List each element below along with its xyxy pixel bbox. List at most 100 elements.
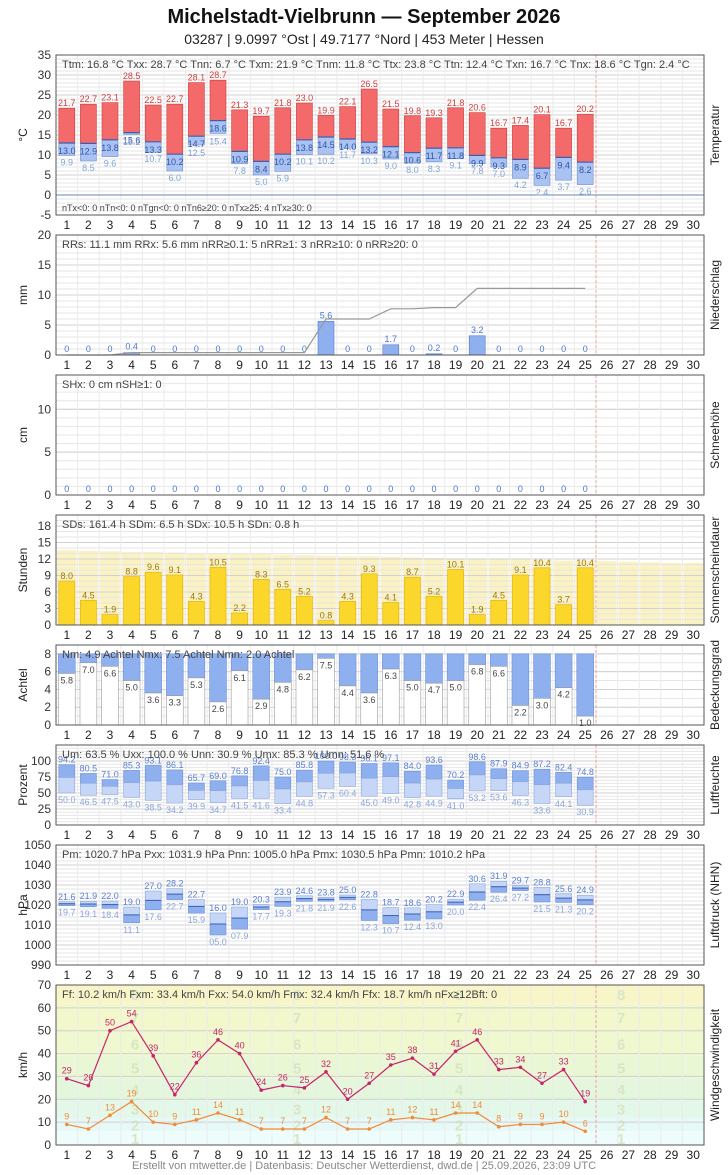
x-tick-label: 6	[171, 1148, 178, 1162]
y-tick-label: 15	[38, 258, 52, 272]
gust-point	[518, 1065, 523, 1070]
x-tick-label: 7	[193, 828, 200, 842]
x-tick-label: 7	[193, 218, 200, 232]
tmax-bar	[339, 106, 356, 140]
cloud-bar	[317, 653, 335, 659]
y-tick-label: 4	[44, 682, 51, 696]
gust-point	[453, 1049, 458, 1054]
rain-label: 0	[496, 344, 501, 354]
y-tick-label: 70	[38, 978, 52, 992]
mean-wind-point	[475, 1111, 480, 1115]
tmean-label: 13.8	[101, 143, 119, 153]
stats-text: Ttm: 16.8 °C Txx: 28.7 °C Tnn: 6.7 °C Tx…	[62, 59, 690, 71]
x-tick-label: 24	[557, 498, 571, 512]
x-tick-label: 8	[215, 968, 222, 982]
x-tick-label: 24	[557, 1148, 571, 1162]
press-max-label: 29.7	[512, 876, 530, 886]
x-tick-label: 20	[471, 728, 485, 742]
possible-sun-bar	[661, 562, 682, 625]
x-tick-label: 20	[471, 828, 485, 842]
tmin-label: 8.5	[82, 163, 95, 173]
mean-wind-point	[302, 1127, 307, 1131]
x-tick-label: 20	[471, 968, 485, 982]
press-min-label: 05.0	[209, 937, 227, 947]
x-tick-label: 24	[557, 218, 571, 232]
x-tick-label: 6	[171, 358, 178, 372]
x-tick-label: 12	[298, 1148, 312, 1162]
x-tick-label: 1	[63, 628, 70, 642]
x-tick-label: 6	[171, 218, 178, 232]
humid-upper-bar	[296, 769, 313, 783]
humid-max-label: 87.2	[533, 759, 551, 769]
humid-upper-bar	[447, 779, 464, 789]
tmin-label: 7.0	[493, 169, 506, 179]
mean-wind-point	[259, 1127, 264, 1131]
x-tick-label: 12	[298, 498, 312, 512]
x-tick-label: 25	[579, 828, 593, 842]
x-tick-label: 15	[363, 828, 377, 842]
tmax-label: 23.0	[296, 93, 314, 103]
y-tick-label: 0	[44, 488, 51, 502]
humid-lower-bar	[360, 777, 378, 797]
press-lower-bar	[188, 906, 205, 914]
x-tick-label: 22	[514, 828, 528, 842]
x-tick-label: 14	[341, 628, 355, 642]
press-upper-bar	[144, 890, 162, 901]
snow-label: 0	[323, 484, 328, 494]
press-max-label: 20.3	[252, 894, 270, 904]
mean-wind-label: 9	[518, 1111, 523, 1121]
x-tick-label: 13	[319, 968, 333, 982]
tmax-label: 23.1	[101, 93, 119, 103]
press-upper-bar	[101, 900, 119, 905]
x-tick-label: 15	[363, 358, 377, 372]
x-tick-label: 20	[471, 1148, 485, 1162]
y-tick-label: 35	[38, 48, 52, 62]
y-tick-label: 25	[38, 88, 52, 102]
tmean-label: 10.2	[166, 157, 184, 167]
y-tick-label: 10	[38, 1115, 52, 1129]
plot-frame-press	[55, 844, 705, 966]
gust-point	[259, 1088, 264, 1092]
tmax-label: 21.3	[231, 100, 249, 110]
press-upper-bar	[555, 893, 572, 899]
x-tick-label: 19	[449, 358, 463, 372]
plot-frame-snow	[55, 374, 705, 496]
sun-label: 9.3	[363, 564, 376, 574]
y-axis-label: °C	[16, 128, 30, 142]
x-tick-label: 21	[492, 968, 506, 982]
mean-wind-point	[194, 1118, 199, 1122]
mean-wind-point	[583, 1129, 587, 1134]
tmax-label: 21.8	[274, 98, 292, 108]
humid-max-label: 97.1	[382, 753, 400, 763]
rain-label: 0	[151, 344, 156, 354]
press-lower-bar	[490, 886, 508, 893]
sun-label: 1.9	[471, 605, 484, 615]
mean-wind-label: 12	[321, 1105, 331, 1115]
snow-label: 0	[129, 484, 134, 494]
tmin-label: 8.0	[406, 165, 419, 175]
humid-max-label: 96.1	[360, 753, 378, 763]
rain-label: 0	[583, 344, 588, 354]
mean-wind-label: 7	[367, 1116, 372, 1126]
press-max-label: 23.8	[317, 887, 335, 897]
x-tick-label: 3	[107, 968, 114, 982]
rain-label: 0	[172, 344, 177, 354]
sun-label: 8.7	[406, 567, 419, 577]
y-axis-label: Achtel	[16, 668, 30, 701]
press-max-label: 19.0	[123, 897, 141, 907]
press-lower-bar	[274, 901, 292, 907]
x-tick-label: 30	[687, 628, 701, 642]
sun-bar	[101, 614, 119, 626]
tmean-label: 11.7	[426, 151, 443, 161]
stats-text: Nm: 4.9 Achtel Nmx: 7.5 Achtel Nmn: 2.0 …	[62, 649, 294, 661]
tmax-label: 21.5	[382, 99, 400, 109]
press-upper-bar	[490, 880, 508, 888]
y-tick-label: 20	[38, 108, 52, 122]
press-max-label: 25.0	[339, 885, 357, 895]
tmax-label: 21.7	[58, 98, 76, 108]
plot-frame-temp	[55, 54, 705, 216]
x-tick-label: 3	[107, 1148, 114, 1162]
beaufort-label: 7	[455, 1010, 463, 1027]
sun-bar	[252, 579, 270, 626]
